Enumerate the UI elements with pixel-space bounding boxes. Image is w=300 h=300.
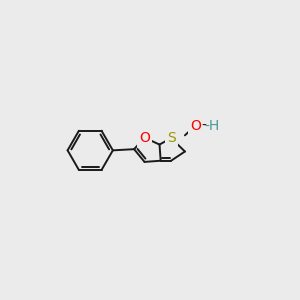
Text: S: S — [167, 131, 176, 145]
Text: -: - — [202, 118, 206, 133]
Text: -H: -H — [205, 118, 220, 133]
Text: O: O — [139, 130, 150, 145]
Text: O: O — [190, 118, 201, 133]
